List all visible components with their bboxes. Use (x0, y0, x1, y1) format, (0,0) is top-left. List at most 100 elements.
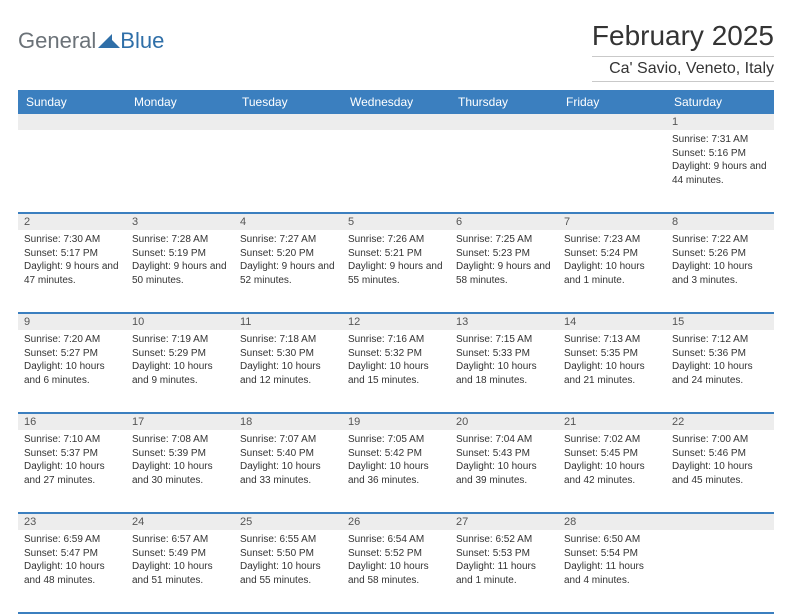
sunset-text: Sunset: 5:26 PM (672, 247, 768, 261)
day-number-row: 1 (18, 114, 774, 130)
daylight-text: Daylight: 10 hours and 33 minutes. (240, 460, 336, 487)
sunset-text: Sunset: 5:49 PM (132, 547, 228, 561)
sunrise-text: Sunrise: 7:16 AM (348, 333, 444, 347)
sunrise-text: Sunrise: 7:31 AM (672, 133, 768, 147)
sunrise-text: Sunrise: 6:59 AM (24, 533, 120, 547)
sunset-text: Sunset: 5:23 PM (456, 247, 552, 261)
sunset-text: Sunset: 5:33 PM (456, 347, 552, 361)
sunrise-text: Sunrise: 6:52 AM (456, 533, 552, 547)
sunrise-text: Sunrise: 6:57 AM (132, 533, 228, 547)
daylight-text: Daylight: 9 hours and 58 minutes. (456, 260, 552, 287)
sunset-text: Sunset: 5:37 PM (24, 447, 120, 461)
day-cell: Sunrise: 7:28 AMSunset: 5:19 PMDaylight:… (126, 230, 234, 312)
day-number: 23 (18, 514, 126, 530)
daylight-text: Daylight: 10 hours and 39 minutes. (456, 460, 552, 487)
day-number: 22 (666, 414, 774, 430)
day-cell (450, 130, 558, 212)
day-cell: Sunrise: 7:19 AMSunset: 5:29 PMDaylight:… (126, 330, 234, 412)
day-cell: Sunrise: 7:15 AMSunset: 5:33 PMDaylight:… (450, 330, 558, 412)
daylight-text: Daylight: 9 hours and 44 minutes. (672, 160, 768, 187)
day-headers-row: Sunday Monday Tuesday Wednesday Thursday… (18, 90, 774, 114)
daylight-text: Daylight: 9 hours and 52 minutes. (240, 260, 336, 287)
day-cell: Sunrise: 7:23 AMSunset: 5:24 PMDaylight:… (558, 230, 666, 312)
day-number: 21 (558, 414, 666, 430)
sunset-text: Sunset: 5:50 PM (240, 547, 336, 561)
day-cell: Sunrise: 7:10 AMSunset: 5:37 PMDaylight:… (18, 430, 126, 512)
month-title: February 2025 (592, 20, 774, 52)
daylight-text: Daylight: 9 hours and 55 minutes. (348, 260, 444, 287)
calendar-page: General Blue February 2025 Ca' Savio, Ve… (0, 0, 792, 612)
week-row: Sunrise: 7:31 AMSunset: 5:16 PMDaylight:… (18, 130, 774, 214)
sunset-text: Sunset: 5:40 PM (240, 447, 336, 461)
sunrise-text: Sunrise: 6:50 AM (564, 533, 660, 547)
daylight-text: Daylight: 10 hours and 45 minutes. (672, 460, 768, 487)
title-block: February 2025 Ca' Savio, Veneto, Italy (592, 20, 774, 82)
daylight-text: Daylight: 11 hours and 1 minute. (456, 560, 552, 587)
sunrise-text: Sunrise: 7:25 AM (456, 233, 552, 247)
day-cell: Sunrise: 7:12 AMSunset: 5:36 PMDaylight:… (666, 330, 774, 412)
day-number: 11 (234, 314, 342, 330)
daylight-text: Daylight: 11 hours and 4 minutes. (564, 560, 660, 587)
daylight-text: Daylight: 10 hours and 36 minutes. (348, 460, 444, 487)
day-number (342, 114, 450, 130)
day-cell: Sunrise: 7:16 AMSunset: 5:32 PMDaylight:… (342, 330, 450, 412)
week-row: Sunrise: 7:30 AMSunset: 5:17 PMDaylight:… (18, 230, 774, 314)
day-cell: Sunrise: 6:57 AMSunset: 5:49 PMDaylight:… (126, 530, 234, 612)
day-cell: Sunrise: 6:54 AMSunset: 5:52 PMDaylight:… (342, 530, 450, 612)
day-cell (558, 130, 666, 212)
day-number: 7 (558, 214, 666, 230)
sunset-text: Sunset: 5:20 PM (240, 247, 336, 261)
day-cell: Sunrise: 6:59 AMSunset: 5:47 PMDaylight:… (18, 530, 126, 612)
day-number: 6 (450, 214, 558, 230)
page-header: General Blue February 2025 Ca' Savio, Ve… (18, 20, 774, 82)
sunset-text: Sunset: 5:35 PM (564, 347, 660, 361)
sunset-text: Sunset: 5:43 PM (456, 447, 552, 461)
day-cell: Sunrise: 6:52 AMSunset: 5:53 PMDaylight:… (450, 530, 558, 612)
sunset-text: Sunset: 5:30 PM (240, 347, 336, 361)
day-number: 16 (18, 414, 126, 430)
day-number (666, 514, 774, 530)
day-number: 18 (234, 414, 342, 430)
daylight-text: Daylight: 9 hours and 47 minutes. (24, 260, 120, 287)
day-cell: Sunrise: 7:18 AMSunset: 5:30 PMDaylight:… (234, 330, 342, 412)
sunset-text: Sunset: 5:53 PM (456, 547, 552, 561)
day-number: 9 (18, 314, 126, 330)
sunrise-text: Sunrise: 7:28 AM (132, 233, 228, 247)
day-number: 20 (450, 414, 558, 430)
day-number: 26 (342, 514, 450, 530)
day-number-row: 232425262728 (18, 514, 774, 530)
sunrise-text: Sunrise: 7:30 AM (24, 233, 120, 247)
sunset-text: Sunset: 5:54 PM (564, 547, 660, 561)
day-number (450, 114, 558, 130)
daylight-text: Daylight: 10 hours and 58 minutes. (348, 560, 444, 587)
day-number (126, 114, 234, 130)
day-cell: Sunrise: 7:07 AMSunset: 5:40 PMDaylight:… (234, 430, 342, 512)
daylight-text: Daylight: 9 hours and 50 minutes. (132, 260, 228, 287)
day-number (234, 114, 342, 130)
sunrise-text: Sunrise: 6:55 AM (240, 533, 336, 547)
day-cell: Sunrise: 6:55 AMSunset: 5:50 PMDaylight:… (234, 530, 342, 612)
sunrise-text: Sunrise: 7:00 AM (672, 433, 768, 447)
weeks-container: 1Sunrise: 7:31 AMSunset: 5:16 PMDaylight… (18, 114, 774, 614)
sunrise-text: Sunrise: 7:13 AM (564, 333, 660, 347)
day-number: 19 (342, 414, 450, 430)
daylight-text: Daylight: 10 hours and 21 minutes. (564, 360, 660, 387)
calendar-grid: Sunday Monday Tuesday Wednesday Thursday… (18, 90, 774, 614)
sunrise-text: Sunrise: 7:12 AM (672, 333, 768, 347)
sunrise-text: Sunrise: 7:19 AM (132, 333, 228, 347)
daylight-text: Daylight: 10 hours and 55 minutes. (240, 560, 336, 587)
logo: General Blue (18, 20, 164, 54)
day-cell (234, 130, 342, 212)
day-number (18, 114, 126, 130)
day-cell: Sunrise: 7:08 AMSunset: 5:39 PMDaylight:… (126, 430, 234, 512)
sunset-text: Sunset: 5:52 PM (348, 547, 444, 561)
daylight-text: Daylight: 10 hours and 18 minutes. (456, 360, 552, 387)
day-number: 5 (342, 214, 450, 230)
day-number: 8 (666, 214, 774, 230)
day-number (558, 114, 666, 130)
daylight-text: Daylight: 10 hours and 48 minutes. (24, 560, 120, 587)
logo-text-blue: Blue (120, 28, 164, 54)
day-cell: Sunrise: 7:00 AMSunset: 5:46 PMDaylight:… (666, 430, 774, 512)
day-number-row: 9101112131415 (18, 314, 774, 330)
day-number: 17 (126, 414, 234, 430)
